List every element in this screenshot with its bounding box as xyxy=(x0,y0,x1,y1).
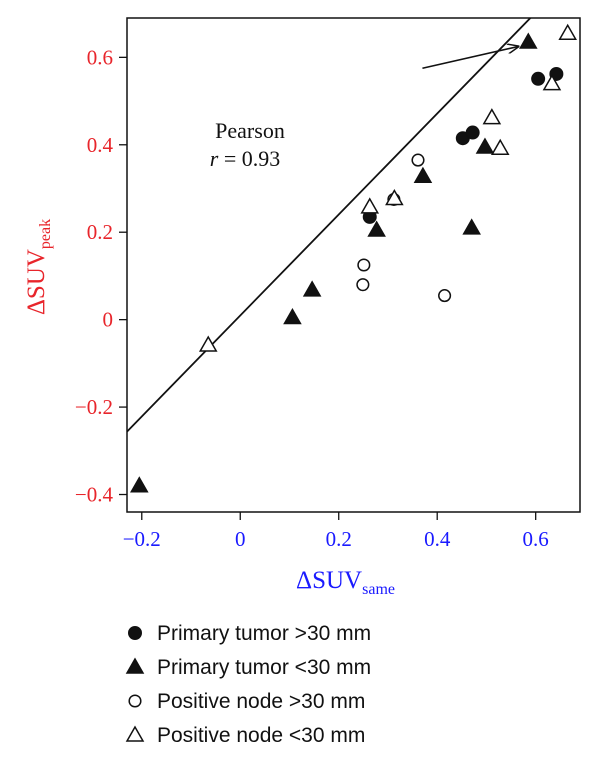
legend: Primary tumor >30 mm Primary tumor <30 mm… xyxy=(125,622,371,747)
point-positive-node-30-mm xyxy=(542,74,562,91)
point-primary-tumor-30-mm xyxy=(413,166,433,184)
pearson-r-value: r = 0.93 xyxy=(210,146,280,171)
y-tick-label: 0 xyxy=(103,308,114,332)
legend-label-primary-tumor-30-mm: Primary tumor >30 mm xyxy=(157,622,371,645)
legend-label-positive-node-30-mm: Positive node <30 mm xyxy=(157,724,365,747)
point-primary-tumor-30-mm xyxy=(130,476,149,493)
legend-marker-positive-node-30-mm xyxy=(125,725,145,742)
point-positive-node-30-mm xyxy=(198,335,218,352)
point-primary-tumor-30-mm xyxy=(465,125,480,140)
arrow-annotation xyxy=(422,46,518,70)
point-positive-node-30-mm xyxy=(558,23,577,41)
point-primary-tumor-30-mm xyxy=(531,71,546,86)
y-tick-label: 0.4 xyxy=(87,133,114,157)
legend-marker-primary-tumor-30-mm xyxy=(128,626,142,640)
point-positive-node-30-mm xyxy=(357,258,371,272)
point-positive-node-30-mm xyxy=(490,138,510,156)
legend-marker-positive-node-30-mm xyxy=(128,694,142,708)
point-positive-node-30-mm xyxy=(385,189,404,206)
y-tick-label: −0.4 xyxy=(75,483,114,507)
y-axis-title: ΔSUVpeak xyxy=(23,219,54,315)
x-tick-label: 0.2 xyxy=(326,527,352,551)
legend-marker-primary-tumor-30-mm xyxy=(125,657,145,674)
point-positive-node-30-mm xyxy=(360,197,380,214)
point-primary-tumor-30-mm xyxy=(519,32,538,49)
point-primary-tumor-30-mm xyxy=(367,220,386,237)
plot-frame xyxy=(126,17,581,513)
legend-label-positive-node-30-mm: Positive node >30 mm xyxy=(157,690,365,713)
y-tick-label: −0.2 xyxy=(75,395,113,419)
point-primary-tumor-30-mm xyxy=(475,137,495,154)
regression-line xyxy=(127,18,532,433)
legend-label-primary-tumor-30-mm: Primary tumor <30 mm xyxy=(157,656,371,679)
x-tick-label: 0.6 xyxy=(523,527,549,551)
point-primary-tumor-30-mm xyxy=(283,307,302,325)
point-positive-node-30-mm xyxy=(438,289,452,303)
y-tick-label: 0.6 xyxy=(87,45,113,69)
pearson-label: Pearson xyxy=(215,118,285,143)
x-axis-title: ΔSUVsame xyxy=(296,567,395,598)
y-tick-label: 0.2 xyxy=(87,220,113,244)
x-tick-label: 0.4 xyxy=(424,527,451,551)
x-tick-label: −0.2 xyxy=(123,527,161,551)
point-primary-tumor-30-mm xyxy=(462,218,481,235)
point-positive-node-30-mm xyxy=(411,153,425,167)
plot-area: −0.2 0 0.2 0.4 0.6 −0.4 −0.2 0 0.2 0.4 0.6 ΔSUVsame… xyxy=(23,17,581,598)
point-primary-tumor-30-mm xyxy=(302,280,322,297)
point-positive-node-30-mm xyxy=(482,108,502,125)
x-tick-label: 0 xyxy=(235,527,246,551)
point-positive-node-30-mm xyxy=(356,278,370,292)
